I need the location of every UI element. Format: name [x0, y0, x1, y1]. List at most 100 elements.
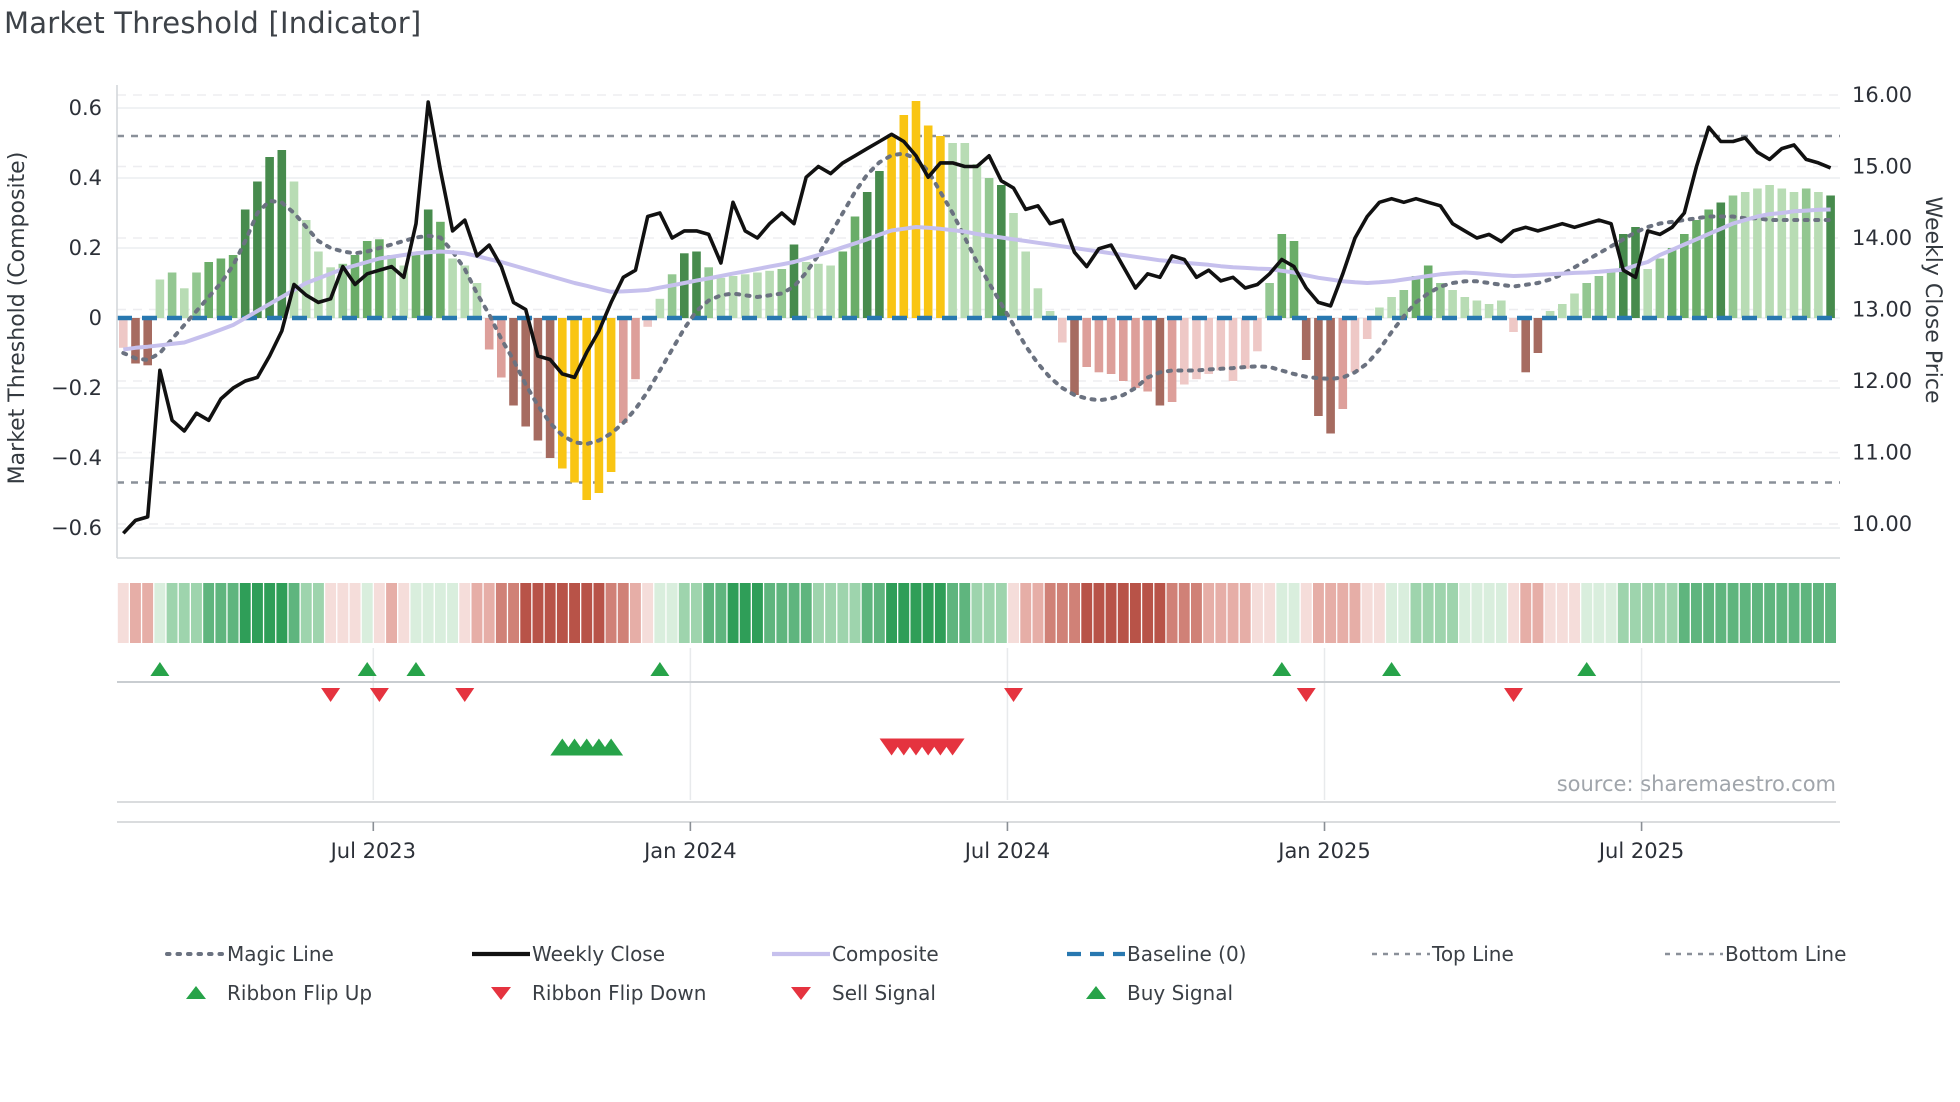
left-tick-label: 0: [89, 306, 102, 330]
ribbon-cell: [117, 583, 129, 643]
indicator-bar: [265, 157, 274, 318]
indicator-bar: [1801, 188, 1811, 318]
ribbon-cell: [1776, 583, 1788, 643]
ribbon-cell: [386, 583, 397, 643]
ribbon-cell: [142, 583, 154, 643]
ribbon-cell: [313, 583, 324, 643]
indicator-bar: [180, 288, 189, 319]
ribbon-cell: [1105, 583, 1117, 643]
legend-item-baseline-0-: Baseline (0): [1065, 940, 1246, 968]
ribbon-cell: [325, 583, 337, 643]
ribbon-cell: [752, 583, 763, 643]
ribbon-cell: [483, 583, 495, 643]
ribbon-cell: [373, 583, 385, 643]
ribbon-cell: [337, 583, 349, 643]
triangle-down-icon: [491, 987, 511, 1000]
ribbon-cell: [276, 583, 288, 643]
indicator-bars: [119, 101, 1835, 500]
magic-line: [121, 151, 1833, 447]
indicator-bar: [350, 255, 360, 318]
indicator-bar: [1009, 213, 1018, 318]
ribbon-flip-up-icon: [150, 662, 170, 676]
indicator-bar: [326, 267, 335, 319]
indicator-bar: [680, 253, 689, 319]
ribbon-cell: [178, 583, 190, 643]
indicator-bar: [1375, 307, 1384, 318]
indicator-bar: [131, 318, 140, 364]
indicator-bar: [899, 115, 909, 318]
indicator-bar: [423, 209, 433, 318]
indicator-bar: [1619, 234, 1628, 318]
right-tick-label: 16.00: [1852, 83, 1912, 107]
indicator-bar: [1143, 318, 1152, 392]
indicator-bar: [1277, 234, 1287, 318]
indicator-bar: [716, 277, 726, 319]
weekly-close-line: [121, 100, 1832, 535]
ribbon-cell: [154, 583, 166, 643]
legend-item-top-line: Top Line: [1370, 940, 1514, 968]
legend-label: Baseline (0): [1127, 942, 1247, 966]
legend-item-weekly-close: Weekly Close: [470, 940, 665, 968]
ribbon-cell: [825, 583, 837, 643]
indicator-bar: [1338, 318, 1348, 409]
ribbon-cell: [934, 583, 946, 643]
ribbon-cell: [739, 583, 751, 643]
indicator-bar: [570, 318, 579, 483]
ribbon-cell: [1581, 583, 1593, 643]
ribbon-cell: [849, 583, 861, 643]
ribbon-cell: [447, 583, 458, 643]
ribbon-cell: [813, 583, 824, 643]
indicator-bar: [472, 283, 482, 318]
dashed-line-swatch-icon: [1665, 952, 1723, 956]
weekly-close-swatch-icon: [472, 951, 530, 957]
left-tick-label: 0.2: [69, 236, 102, 260]
indicator-bar: [1265, 283, 1274, 318]
indicator-bar: [1362, 318, 1372, 339]
ribbon-cell: [1300, 583, 1312, 643]
buy-signals: [550, 738, 624, 756]
indicator-bar: [1436, 283, 1445, 318]
sell-signals: [879, 738, 965, 756]
ribbon-cell: [1008, 583, 1019, 643]
ribbon-cell: [1239, 583, 1251, 643]
x-axis: Jul 2023 Jan 2024 Jul 2024 Jan 2025 Jul 2025: [117, 821, 1840, 863]
ribbon-cell: [1252, 583, 1263, 643]
indicator-bar: [1423, 265, 1433, 318]
indicator-bar: [1192, 318, 1201, 380]
ribbon-cell: [1471, 583, 1483, 643]
indicator-bar: [887, 136, 896, 318]
indicator-bar: [1704, 209, 1713, 318]
ribbon-flip-down-icon: [321, 688, 341, 702]
ribbon-cell: [349, 583, 361, 643]
ribbon-cell: [1398, 583, 1410, 643]
ribbon-cell: [995, 583, 1007, 643]
axis-tick-labels: 0.6 0.4 0.2 0 −0.2 −0.4 −0.6 16.00 15.00 14.00 13.…: [51, 83, 1912, 540]
ribbon-cell: [227, 583, 239, 643]
indicator-bar: [289, 181, 299, 318]
indicator-bar: [850, 216, 860, 318]
indicator-bar: [119, 318, 128, 348]
indicator-bar: [228, 255, 238, 318]
legend-item-bottom-line: Bottom Line: [1663, 940, 1846, 968]
sell-signal-icon: [940, 738, 965, 756]
ribbon-flip-up-icon: [650, 662, 670, 676]
ribbon-cell: [581, 583, 593, 643]
x-tick-label: Jul 2023: [329, 839, 416, 863]
ribbon-cell: [1325, 583, 1337, 643]
right-tick-label: 11.00: [1852, 441, 1912, 465]
ribbon-cell: [361, 583, 373, 643]
right-axis-title: Weekly Close Price: [1920, 197, 1945, 404]
ribbon-cell: [556, 583, 568, 643]
indicator-bar: [692, 251, 701, 318]
indicator-bar: [631, 318, 640, 380]
indicator-bar: [875, 171, 884, 318]
indicator-bar: [301, 220, 311, 318]
indicator-bar: [399, 265, 409, 318]
ribbon-cell: [1715, 583, 1727, 643]
ribbon-cell: [1788, 583, 1800, 643]
ribbon-cell: [1093, 583, 1105, 643]
indicator-bar: [143, 318, 152, 366]
ribbon-cell: [605, 583, 617, 643]
indicator-bar: [801, 262, 811, 318]
